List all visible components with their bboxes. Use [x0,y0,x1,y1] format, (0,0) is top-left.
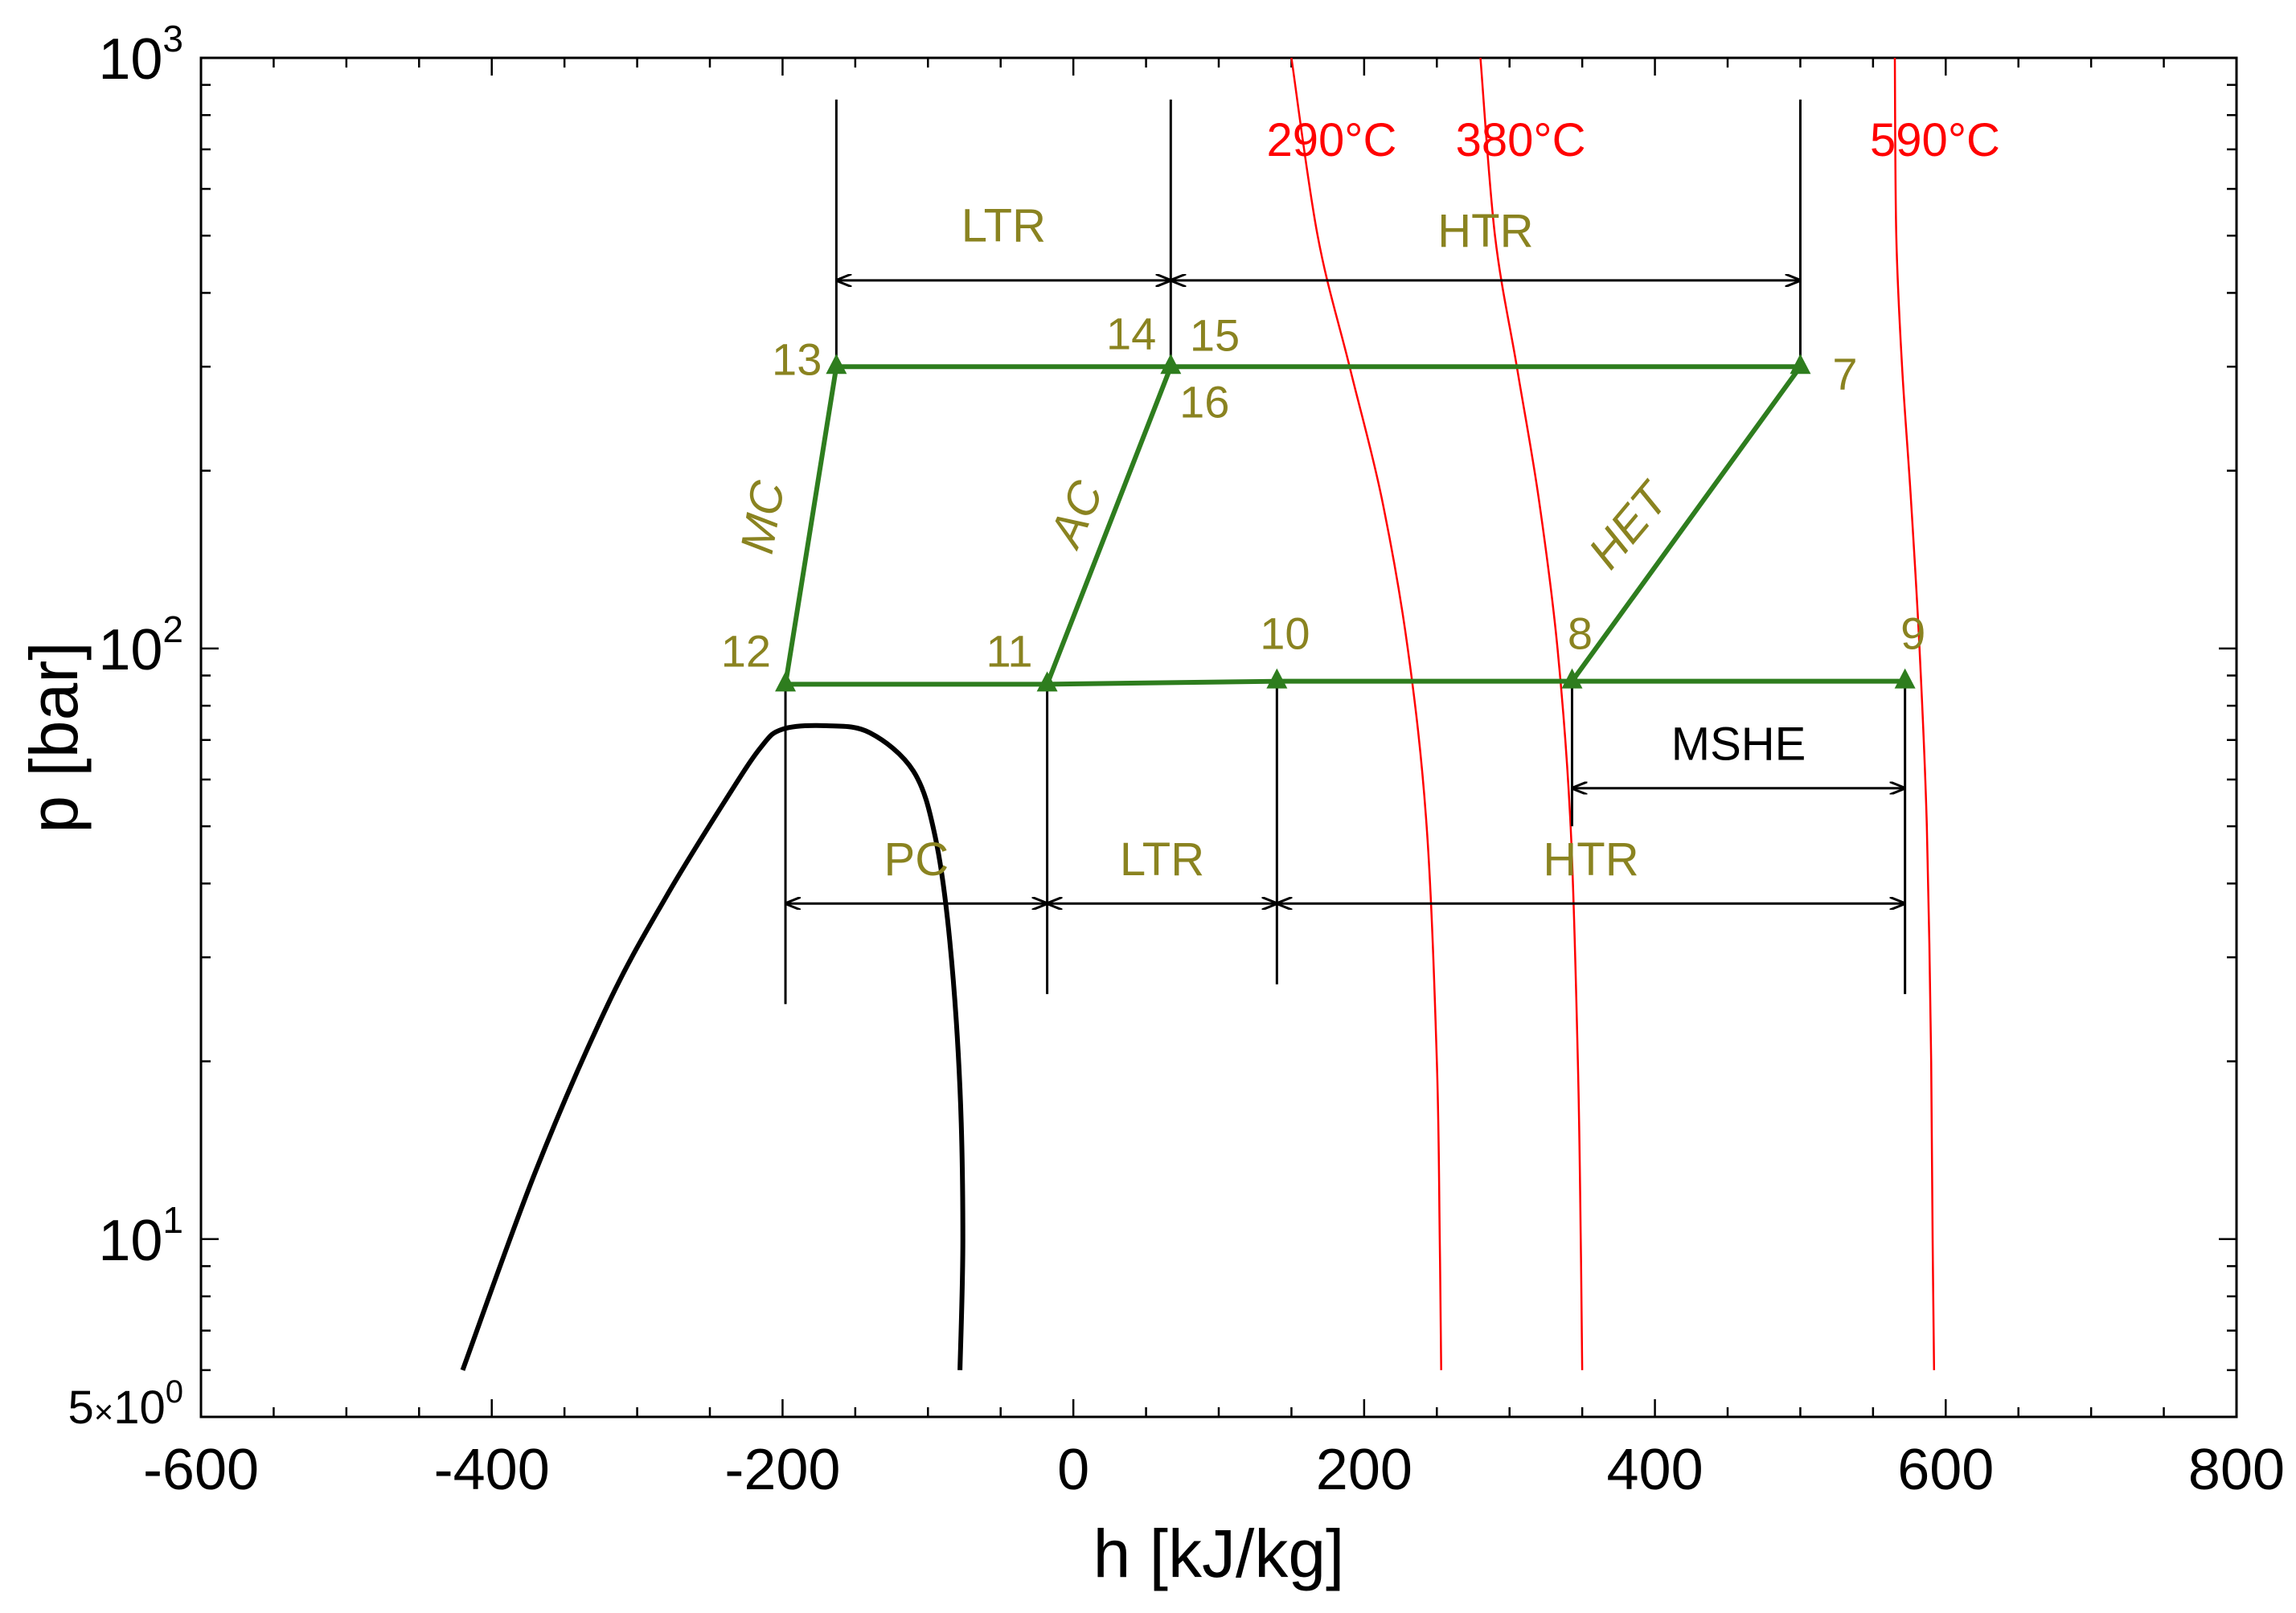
span-label: LTR [961,200,1046,252]
y-tick-mantissa: 5 [68,1382,93,1434]
process-label: HET [1578,471,1680,578]
y-tick-times: × [94,1393,114,1431]
y-tick-exponent: 1 [162,1199,183,1241]
cycle-point-marker [1561,668,1583,689]
spans-group: LTR HTR MSHE PC LTR HTR [784,99,1907,1005]
y-tick-exponent: 3 [162,18,183,59]
cycle-segment [783,366,839,685]
span-label: HTR [1437,205,1533,257]
cycle-point-label: 10 [1260,608,1310,659]
saturation-dome-group [460,723,966,1371]
isotherms-group: 290°C 380°C 590°C [1266,57,2000,1370]
x-tick-label: 200 [1316,1438,1412,1502]
x-tick-label: -400 [434,1438,550,1502]
x-axis-title: h [kJ/kg] [1093,1516,1345,1591]
isotherm-line [1290,57,1442,1370]
y-tick-label: 103 [98,18,183,92]
span-label: MSHE [1671,718,1806,770]
cycle-point-marker [1160,354,1182,375]
cycle-point-label: 9 [1900,608,1925,659]
process-label: MC [731,477,795,558]
y-tick-exponent: 0 [166,1374,183,1410]
y-tick-label: 101 [98,1199,183,1273]
cycle-segment [1047,678,1277,687]
cycle-point-marker [1266,668,1288,689]
cycle-point-label: 13 [772,334,822,384]
isotherm-label: 380°C [1456,114,1586,166]
x-tick-label: 600 [1897,1438,1994,1502]
isotherm-label: 590°C [1870,114,2000,166]
cycle-point-marker [1036,671,1058,692]
y-tick-base: 10 [113,1382,166,1434]
axes-frame [199,56,2238,1419]
y-axis-title: p [bar] [16,641,92,833]
y-tick-exponent: 2 [162,608,183,650]
span-label: LTR [1120,833,1204,886]
span-label: PC [884,833,949,886]
cycle-group [775,354,1916,692]
cycle-segment [1570,365,1802,683]
x-tick-label: 400 [1607,1438,1704,1502]
x-tick-label: 0 [1057,1438,1089,1502]
y-tick-label: 5×100 [68,1374,183,1434]
y-tick-label: 102 [98,608,183,682]
x-tick-label: -600 [143,1438,259,1502]
saturation-dome [460,723,966,1371]
cycle-segment [1044,366,1174,686]
span-label: HTR [1543,833,1638,886]
cycle-extra-label: 16 [1179,376,1229,427]
y-tick-base: 10 [98,1209,162,1273]
cycle-point-label: 11 [986,625,1032,676]
cycle-extra-label: 15 [1190,309,1240,360]
cycle-point-label: 12 [721,625,771,676]
cycle-point-marker [826,354,847,375]
cycle-point-marker [1894,668,1916,689]
cycle-point-label: 8 [1568,608,1593,659]
x-tick-label: 800 [2188,1438,2285,1502]
plot-frame [199,56,2238,1419]
isotherm-label: 290°C [1266,114,1396,166]
cycle-point-marker [1790,354,1811,375]
cycle-point-label: 14 [1106,308,1156,358]
y-tick-base: 10 [98,618,162,682]
cycle-point-marker [775,671,797,692]
cycle-point-label: 7 [1832,348,1857,399]
x-tick-label: -200 [724,1438,840,1502]
isotherm-line [1893,57,1936,1370]
y-tick-base: 10 [98,27,162,92]
